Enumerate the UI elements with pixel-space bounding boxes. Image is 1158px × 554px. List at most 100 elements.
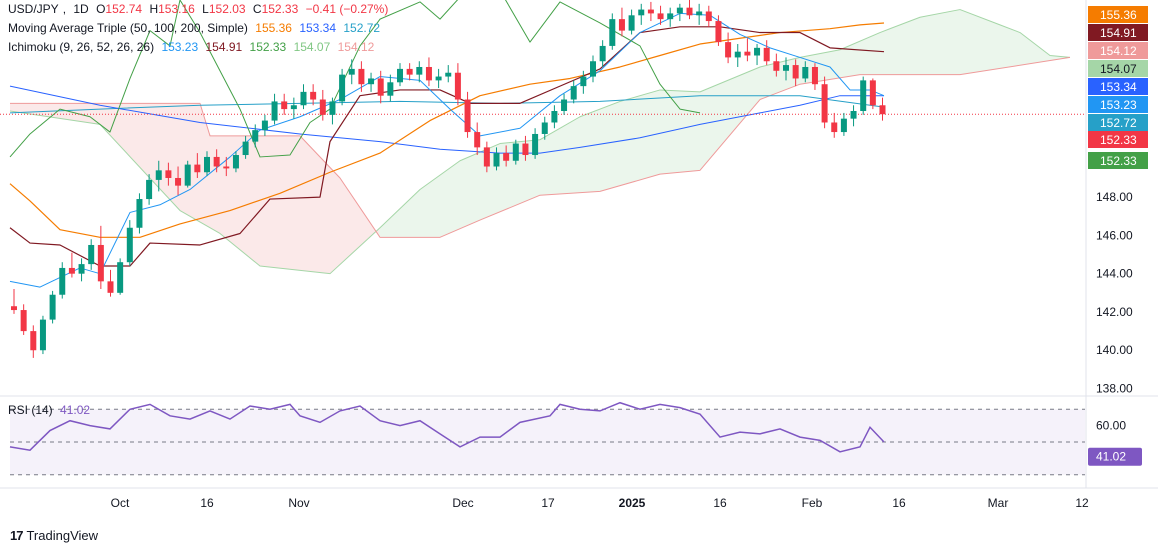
candle[interactable] [232,151,239,173]
candle[interactable] [348,59,355,85]
candle[interactable] [435,68,442,89]
candles[interactable] [11,0,886,358]
candle[interactable] [310,84,317,106]
candle[interactable] [570,80,577,104]
candle[interactable] [425,57,432,87]
candle[interactable] [78,258,85,282]
candle[interactable] [676,3,683,22]
candle[interactable] [647,1,654,22]
candle[interactable] [493,147,500,171]
candle[interactable] [860,76,867,115]
candle[interactable] [377,70,384,104]
candle[interactable] [551,105,558,129]
candle[interactable] [840,112,847,136]
candle[interactable] [638,3,645,25]
candle[interactable] [136,193,143,234]
candle[interactable] [175,166,182,196]
candle[interactable] [49,290,56,324]
candle[interactable] [126,220,133,267]
candle[interactable] [117,258,124,295]
candle[interactable] [204,151,210,177]
candle[interactable] [590,55,596,83]
candle[interactable] [242,135,249,159]
candle[interactable] [300,84,307,110]
candle[interactable] [725,32,732,64]
candle[interactable] [213,149,220,173]
candle[interactable] [618,7,625,37]
candle[interactable] [696,3,703,25]
candle[interactable] [329,97,336,125]
candle[interactable] [541,116,548,140]
candle[interactable] [561,93,568,115]
candle[interactable] [464,91,471,138]
candle[interactable] [97,225,104,289]
candle[interactable] [261,114,268,136]
candle[interactable] [744,38,751,62]
candle[interactable] [686,0,693,20]
symbol-name[interactable]: USD/JPY [8,2,59,16]
interval[interactable]: 1D [73,2,89,16]
candle[interactable] [657,5,664,25]
candle[interactable] [831,112,838,138]
ichimoku-legend[interactable]: Ichimoku (9, 26, 52, 26, 26) 153.23 154.… [8,40,378,54]
candle[interactable] [20,304,27,335]
candle[interactable] [580,70,587,94]
candle[interactable] [705,5,712,27]
candle[interactable] [319,89,326,121]
candle[interactable] [39,315,46,355]
candle[interactable] [194,153,201,178]
candle[interactable] [184,160,191,188]
candle[interactable] [532,128,539,159]
candle[interactable] [773,53,780,77]
candle[interactable] [599,40,606,67]
candle[interactable] [792,59,799,87]
candle[interactable] [811,63,818,90]
candle[interactable] [879,97,886,121]
tradingview-brand[interactable]: 17 TradingView [10,528,98,543]
candle[interactable] [821,76,828,129]
grid [0,0,1158,489]
candle[interactable] [850,105,857,127]
candle[interactable] [368,72,375,92]
candle[interactable] [667,7,674,27]
candle[interactable] [397,63,403,87]
candle[interactable] [416,61,423,83]
candle[interactable] [512,139,519,165]
candle[interactable] [754,44,761,66]
ma-legend[interactable]: Moving Average Triple (50, 100, 200, Sim… [8,21,384,35]
candle[interactable] [522,135,529,161]
candle[interactable] [59,262,66,299]
candle[interactable] [165,162,172,186]
candle[interactable] [454,63,461,106]
candle[interactable] [783,57,789,81]
rsi-legend[interactable]: RSI (14) 41.02 [8,403,94,417]
candle[interactable] [68,252,75,278]
candle[interactable] [406,63,413,81]
candle[interactable] [609,13,616,50]
candle[interactable] [715,15,722,46]
candle[interactable] [339,68,346,106]
candle[interactable] [155,160,162,192]
candle[interactable] [483,141,490,173]
candle[interactable] [271,93,278,125]
candle[interactable] [445,65,452,83]
candle[interactable] [146,174,153,205]
candle[interactable] [358,61,365,92]
candle[interactable] [88,239,95,270]
candle[interactable] [802,61,809,83]
candle[interactable] [290,97,297,119]
candle[interactable] [107,269,114,297]
candle[interactable] [281,93,288,115]
candle[interactable] [30,325,37,358]
candle[interactable] [628,9,635,35]
candle[interactable] [387,74,394,102]
candle[interactable] [734,44,741,67]
candle[interactable] [223,156,230,177]
candle[interactable] [252,124,259,148]
candle[interactable] [763,40,770,66]
candle[interactable] [11,288,17,314]
candle[interactable] [503,145,510,167]
candle[interactable] [474,122,481,156]
candle[interactable] [869,78,876,110]
